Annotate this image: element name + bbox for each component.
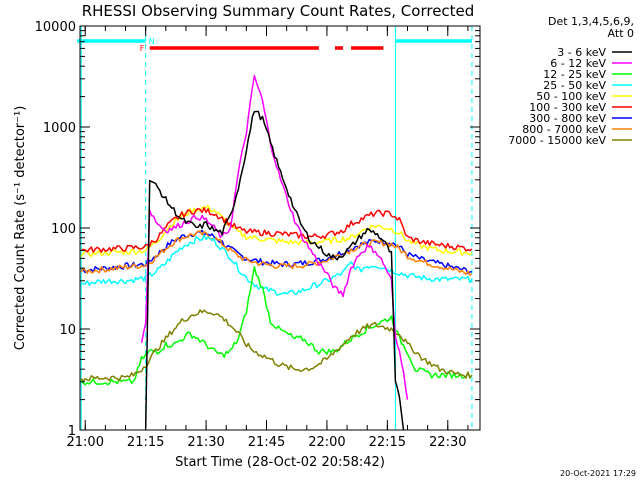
y-tick-label: 1 <box>68 424 76 439</box>
time-markers <box>80 26 473 430</box>
series-line-2 <box>80 265 473 386</box>
legend-header: Att 0 <box>608 27 634 40</box>
legend-entry: 25 - 50 keV <box>543 79 606 92</box>
series-line-5 <box>80 207 473 253</box>
x-tick-label: 21:00 <box>67 435 104 450</box>
x-axis: 21:00 21:15 21:30 21:45 22:00 22:15 22:30 <box>67 26 469 450</box>
y-axis-label: Corrected Count Rate (s⁻¹ detector⁻¹) <box>13 106 28 351</box>
legend-entry: 12 - 25 keV <box>543 68 606 81</box>
x-tick-label: 22:30 <box>429 435 466 450</box>
series-line-7 <box>80 230 473 276</box>
x-tick-label: 22:00 <box>308 435 345 450</box>
legend-entry: 100 - 300 keV <box>529 101 606 114</box>
series-line-4 <box>80 204 473 258</box>
legend-entry: 300 - 800 keV <box>529 112 606 125</box>
timestamp: 20-Oct-2021 17:29 <box>560 469 636 478</box>
y-tick-label: 100 <box>51 222 76 237</box>
legend-entry: 6 - 12 keV <box>550 57 606 70</box>
legend-header: Det 1,3,4,5,6,9, <box>548 15 634 28</box>
x-tick-label: 21:45 <box>248 435 285 450</box>
y-axis: 1 10 100 1000 10000 <box>35 20 480 439</box>
series-line-3 <box>80 234 473 296</box>
y-tick-label: 1000 <box>43 121 76 136</box>
flag-label: N <box>149 37 155 46</box>
y-tick-label: 10000 <box>35 20 76 35</box>
x-tick-label: 21:30 <box>187 435 224 450</box>
chart-title: RHESSI Observing Summary Count Rates, Co… <box>82 2 475 20</box>
x-tick-label: 21:15 <box>127 435 164 450</box>
x-tick-label: 22:15 <box>369 435 406 450</box>
legend-entry: 7000 - 15000 keV <box>508 134 606 147</box>
y-tick-label: 10 <box>59 323 76 338</box>
series-lines <box>80 74 473 431</box>
legend-entry: 50 - 100 keV <box>536 90 606 103</box>
legend-entry: 800 - 7000 keV <box>522 123 606 136</box>
legend-entry: 3 - 6 keV <box>557 46 606 59</box>
series-line-8 <box>80 309 473 382</box>
plot-frame <box>79 25 481 431</box>
x-axis-label: Start Time (28-Oct-02 20:58:42) <box>175 455 385 470</box>
series-line-0 <box>144 110 405 431</box>
flag-bars: NF <box>77 37 472 53</box>
flag-label: F <box>140 44 145 53</box>
